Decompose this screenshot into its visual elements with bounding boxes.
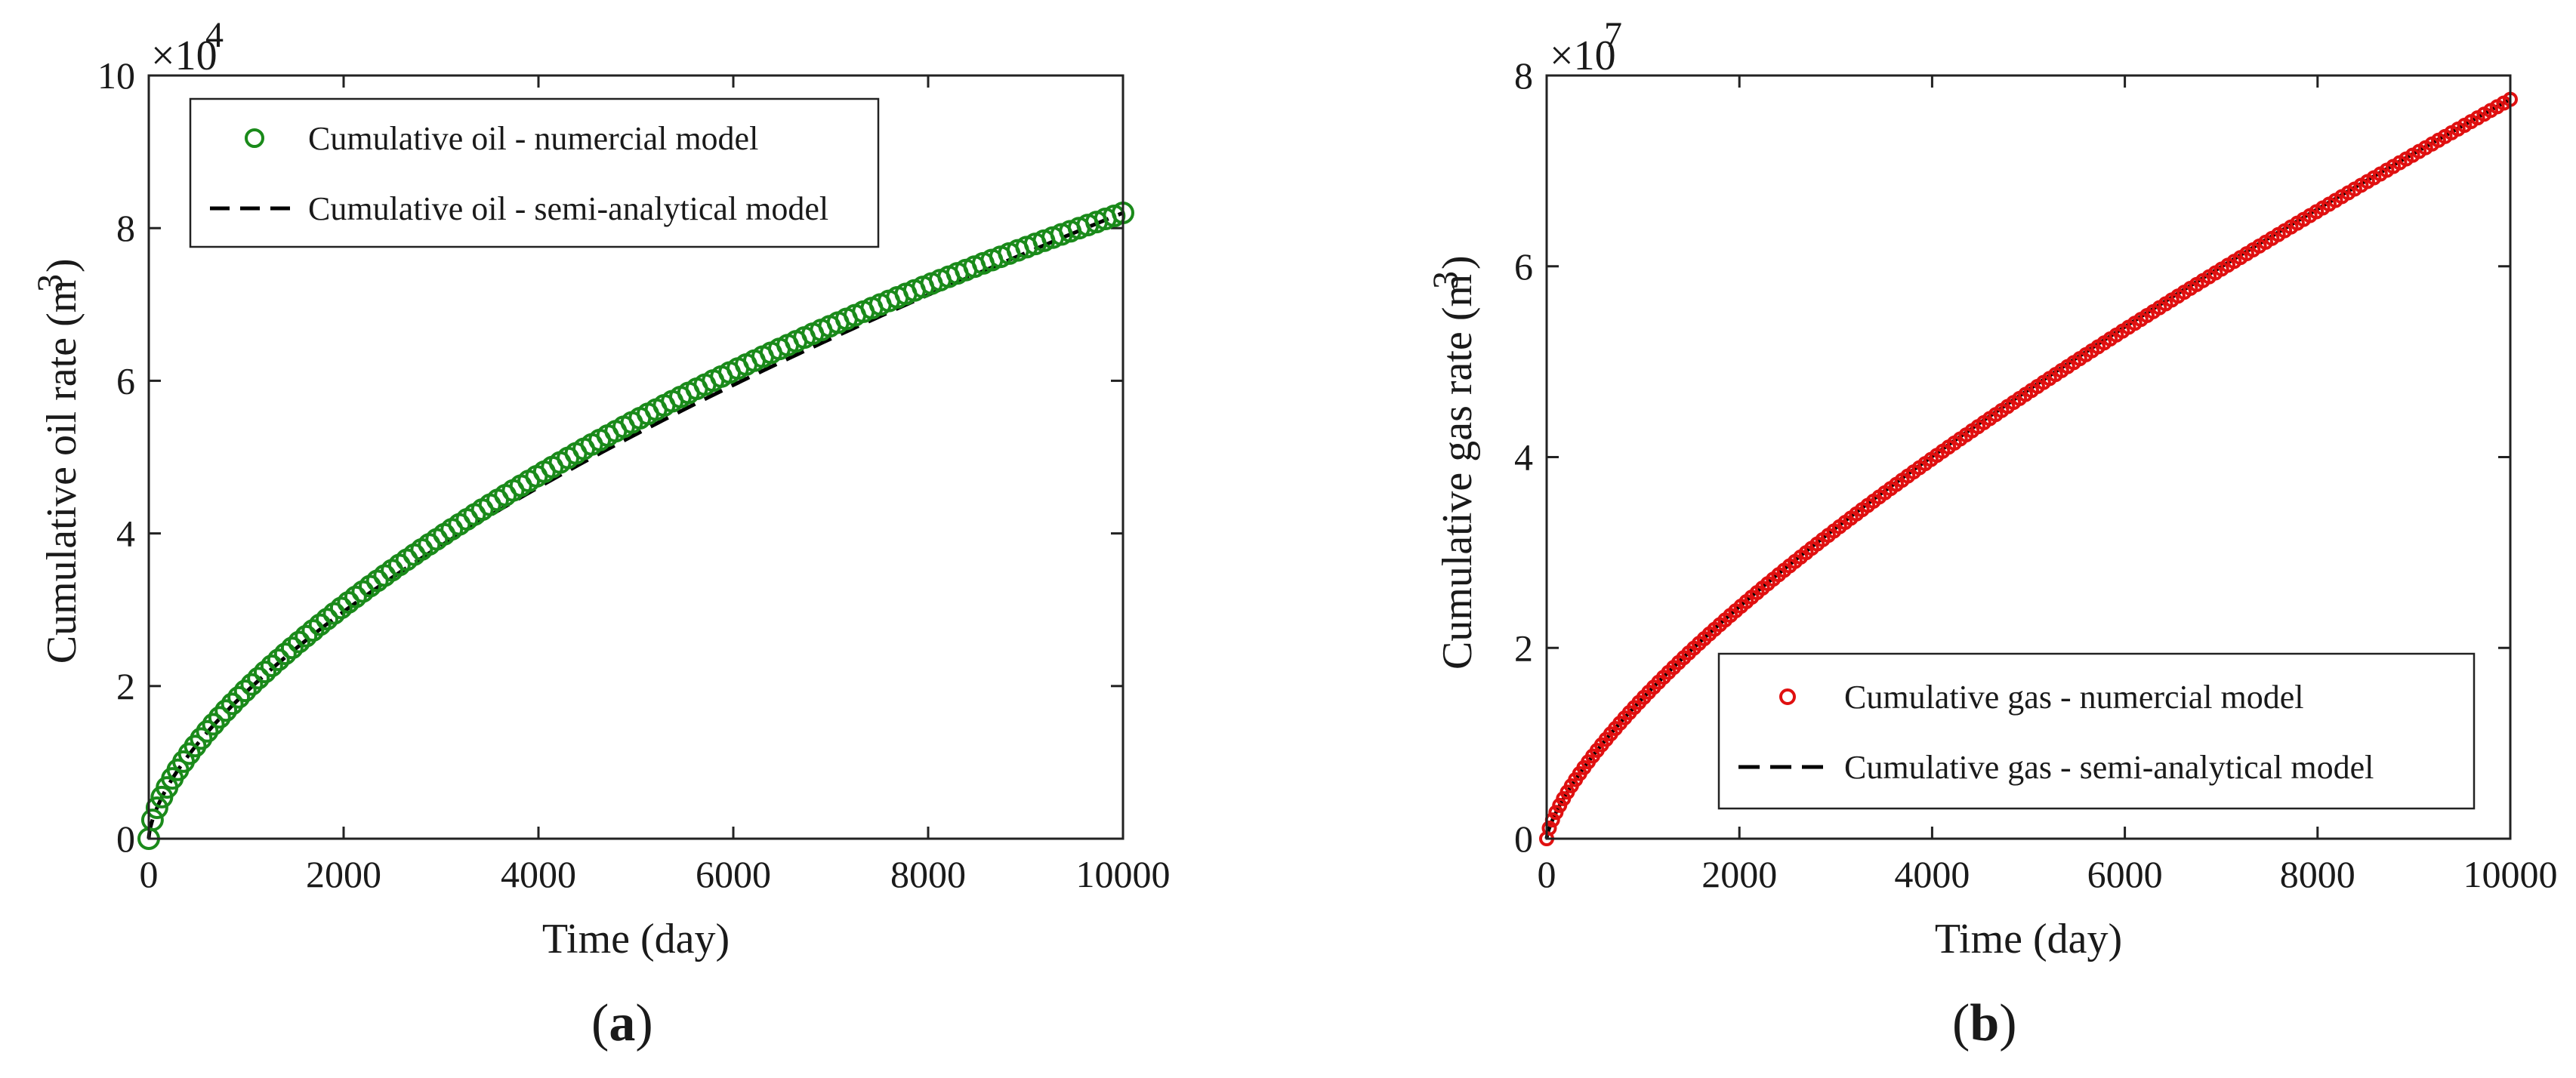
- a-legend: Cumulative oil - numercial model Cumulat…: [189, 97, 880, 248]
- a-marker-series: [137, 201, 1134, 850]
- a-data-point: [227, 685, 251, 709]
- a-y-axis-label-sup: 3: [30, 274, 70, 292]
- a-legend-entry-semianalytical: Cumulative oil - semi-analytical model: [308, 190, 828, 227]
- a-y-tick-label: 0: [116, 818, 135, 860]
- a-data-point: [233, 679, 257, 703]
- a-y-multiplier-base: ×10: [151, 32, 217, 79]
- a-data-point: [190, 727, 213, 750]
- a-data-point: [140, 808, 164, 832]
- a-legend-marker-icon: [245, 128, 264, 148]
- a-semi-analytical-line: [147, 211, 1124, 839]
- b-y-tick-label: 8: [1514, 54, 1533, 97]
- a-y-axis-label-close: ): [39, 258, 85, 273]
- b-y-axis-label: Cumulative gas rate (m: [1434, 274, 1481, 670]
- b-y-multiplier-exp: 7: [1604, 15, 1622, 55]
- a-data-point: [267, 648, 290, 671]
- b-legend-box: [1717, 652, 2476, 810]
- b-x-tick-label: 10000: [2463, 853, 2558, 895]
- b-y-axis-label-sup: 3: [1426, 271, 1466, 289]
- a-x-tick-label: 6000: [696, 853, 771, 895]
- a-data-point: [288, 630, 310, 654]
- a-data-point: [301, 619, 325, 642]
- a-panel-letter: a: [609, 994, 635, 1052]
- b-legend-entry-numerical: Cumulative gas - numercial model: [1844, 679, 2304, 716]
- a-x-tick-label: 0: [140, 853, 159, 895]
- b-y-tick-label: 4: [1514, 436, 1533, 479]
- b-y-axis-label-close: ): [1434, 255, 1481, 270]
- b-y-tick-label: 6: [1514, 245, 1533, 288]
- a-data-point: [322, 602, 346, 625]
- b-x-tick-label: 4000: [1894, 853, 1970, 895]
- a-data-point: [208, 706, 231, 729]
- a-y-tick-label: 8: [116, 207, 135, 249]
- a-data-point: [260, 654, 283, 678]
- b-x-tick-label: 0: [1538, 853, 1556, 895]
- a-x-tick-label: 10000: [1076, 853, 1171, 895]
- a-data-point: [316, 608, 339, 631]
- b-legend-marker-icon: [1779, 688, 1796, 705]
- b-y-multiplier-base: ×10: [1550, 32, 1616, 79]
- a-panel-label: (a): [591, 994, 653, 1052]
- a-x-axis-label: Time (day): [542, 916, 730, 962]
- a-data-point: [308, 613, 332, 636]
- a-data-point: [221, 692, 244, 716]
- b-data-point: [1541, 821, 1557, 836]
- a-data-point: [145, 796, 168, 819]
- b-y-tick-label: 2: [1514, 627, 1533, 669]
- a-legend-box: [189, 97, 880, 248]
- a-data-point: [295, 624, 318, 648]
- a-y-tick-label: 2: [116, 665, 135, 707]
- a-x-tick-label: 4000: [501, 853, 576, 895]
- b-panel-label: (b): [1952, 994, 2017, 1052]
- b-y-tick-label: 0: [1514, 818, 1533, 860]
- a-x-tick-label: 2000: [306, 853, 381, 895]
- panel-a: 0 2000 4000 6000 8000 10000 0 2 4 6 8 10 ×10 4 Time…: [30, 15, 1171, 1052]
- a-data-point: [196, 719, 219, 743]
- a-data-point: [280, 636, 304, 660]
- panel-b: 0 2000 4000 6000 8000 10000 0 2 4 6 8 ×10 7 Time (…: [1426, 15, 2558, 1052]
- b-tick-labels: 0 2000 4000 6000 8000 10000 0 2 4 6 8: [1514, 54, 2558, 895]
- b-x-tick-label: 6000: [2087, 853, 2163, 895]
- a-data-point: [253, 661, 276, 684]
- b-x-axis-label: Time (day): [1935, 916, 2122, 962]
- a-data-point: [247, 667, 270, 690]
- a-tick-labels: 0 2000 4000 6000 8000 10000 0 2 4 6 8 10: [97, 54, 1171, 895]
- a-data-point: [202, 713, 225, 736]
- b-plot-frame: [1545, 74, 2512, 840]
- a-y-tick-label: 10: [97, 54, 135, 97]
- b-x-tick-label: 2000: [1701, 853, 1777, 895]
- a-model-curve: [147, 211, 1124, 839]
- b-legend-entry-semianalytical: Cumulative gas - semi-analytical model: [1844, 749, 2374, 786]
- a-x-tick-label: 8000: [890, 853, 966, 895]
- a-legend-entry-numerical: Cumulative oil - numercial model: [308, 120, 758, 157]
- a-y-tick-label: 4: [116, 513, 135, 555]
- b-panel-letter: b: [1970, 994, 1999, 1052]
- a-plot-frame: [147, 74, 1124, 840]
- b-marker-series: [1539, 91, 2518, 846]
- b-legend: Cumulative gas - numercial model Cumulat…: [1717, 652, 2476, 810]
- a-data-point: [273, 642, 297, 666]
- a-data-point: [240, 673, 264, 696]
- a-data-point: [214, 699, 238, 722]
- a-y-tick-label: 6: [116, 359, 135, 402]
- a-y-axis-label: Cumulative oil rate (m: [39, 280, 85, 664]
- b-x-tick-label: 8000: [2280, 853, 2355, 895]
- a-y-multiplier-exp: 4: [205, 15, 224, 55]
